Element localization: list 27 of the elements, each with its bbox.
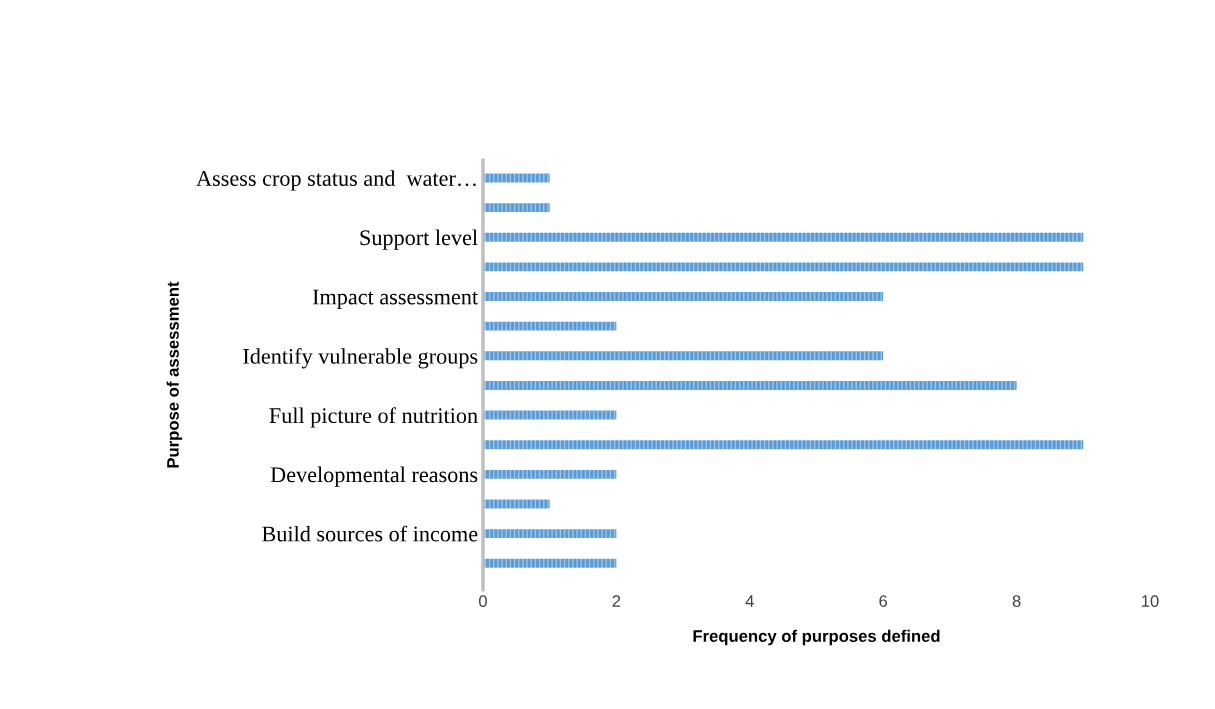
bar bbox=[482, 232, 1084, 242]
bar bbox=[482, 440, 1084, 450]
bar bbox=[482, 262, 1084, 272]
y-tick-label: Build sources of income bbox=[262, 525, 478, 542]
bar bbox=[482, 469, 617, 479]
x-tick-label: 4 bbox=[745, 595, 754, 607]
bar bbox=[482, 203, 550, 213]
x-axis-title: Frequency of purposes defined bbox=[693, 629, 940, 646]
bar bbox=[482, 292, 884, 301]
x-tick-label: 2 bbox=[612, 595, 621, 607]
x-tick-label: 8 bbox=[1012, 595, 1021, 607]
y-axis-title: Purpose of assessment bbox=[166, 281, 183, 468]
bar bbox=[482, 380, 1017, 390]
bar bbox=[482, 410, 617, 420]
bar bbox=[482, 529, 617, 539]
y-tick-label: Assess crop status and water… bbox=[196, 170, 476, 191]
y-tick-label: Developmental reasons bbox=[270, 466, 478, 487]
x-tick-label: 10 bbox=[1142, 595, 1159, 607]
bar bbox=[482, 558, 617, 568]
x-tick-label: 0 bbox=[478, 595, 487, 607]
y-tick-label: Full picture of nutrition bbox=[269, 407, 478, 428]
bar bbox=[482, 351, 884, 361]
y-tick-label: Impact assessment bbox=[312, 289, 478, 309]
y-tick-label: Support level bbox=[360, 229, 478, 250]
x-tick-label: 6 bbox=[879, 595, 888, 607]
y-tick-label: Identify vulnerable groups bbox=[243, 347, 478, 369]
bar bbox=[482, 321, 617, 331]
